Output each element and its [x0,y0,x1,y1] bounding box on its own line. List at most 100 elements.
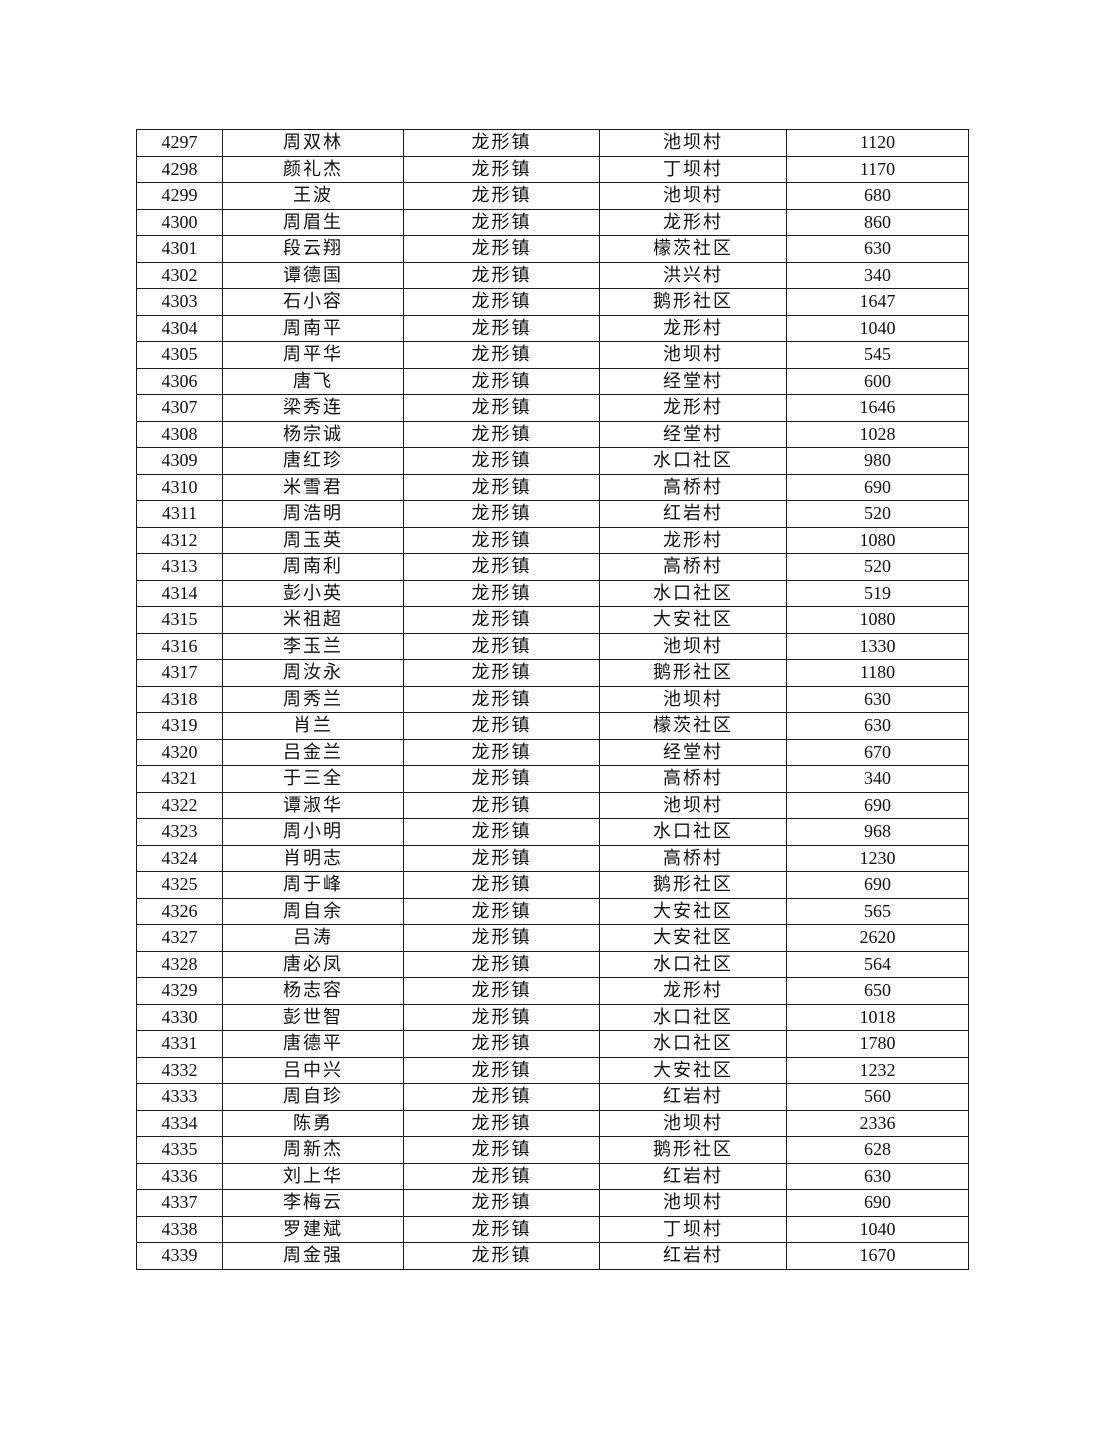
row-number-cell: 4319 [136,712,223,740]
town-cell: 龙形镇 [403,129,600,157]
town-cell: 龙形镇 [403,738,600,766]
row-number-cell: 4300 [136,208,223,236]
village-cell: 池坝村 [599,685,787,713]
town-cell: 龙形镇 [403,394,600,422]
village-cell: 龙形村 [599,314,787,342]
village-cell: 水口社区 [599,1030,787,1058]
row-number-cell: 4307 [136,394,223,422]
amount-cell: 1646 [786,394,969,422]
name-cell: 周汝永 [222,659,404,687]
table-row: 4314 彭小英 龙形镇 水口社区 519 [136,579,969,607]
village-cell: 水口社区 [599,1003,787,1031]
row-number-cell: 4317 [136,659,223,687]
name-cell: 王波 [222,182,404,210]
amount-cell: 564 [786,950,969,978]
row-number-cell: 4310 [136,473,223,501]
town-cell: 龙形镇 [403,1136,600,1164]
table-row: 4329 杨志容 龙形镇 龙形村 650 [136,977,969,1005]
town-cell: 龙形镇 [403,182,600,210]
table-row: 4318 周秀兰 龙形镇 池坝村 630 [136,685,969,713]
table-row: 4302 谭德国 龙形镇 洪兴村 340 [136,261,969,289]
amount-cell: 340 [786,765,969,793]
table-row: 4324 肖明志 龙形镇 高桥村 1230 [136,844,969,872]
town-cell: 龙形镇 [403,924,600,952]
village-cell: 池坝村 [599,182,787,210]
name-cell: 肖兰 [222,712,404,740]
table-row: 4315 米祖超 龙形镇 大安社区 1080 [136,606,969,634]
row-number-cell: 4339 [136,1242,223,1270]
table-row: 4304 周南平 龙形镇 龙形村 1040 [136,314,969,342]
village-cell: 大安社区 [599,606,787,634]
table-row: 4321 于三全 龙形镇 高桥村 340 [136,765,969,793]
town-cell: 龙形镇 [403,606,600,634]
table-row: 4339 周金强 龙形镇 红岩村 1670 [136,1242,969,1270]
village-cell: 龙形村 [599,977,787,1005]
row-number-cell: 4299 [136,182,223,210]
village-cell: 池坝村 [599,791,787,819]
village-cell: 洪兴村 [599,261,787,289]
row-number-cell: 4324 [136,844,223,872]
town-cell: 龙形镇 [403,765,600,793]
town-cell: 龙形镇 [403,261,600,289]
name-cell: 陈勇 [222,1109,404,1137]
town-cell: 龙形镇 [403,685,600,713]
row-number-cell: 4305 [136,341,223,369]
table-row: 4338 罗建斌 龙形镇 丁坝村 1040 [136,1215,969,1243]
amount-cell: 1040 [786,314,969,342]
table-row: 4325 周于峰 龙形镇 鹅形社区 690 [136,871,969,899]
table-row: 4299 王波 龙形镇 池坝村 680 [136,182,969,210]
row-number-cell: 4322 [136,791,223,819]
name-cell: 石小容 [222,288,404,316]
name-cell: 周秀兰 [222,685,404,713]
village-cell: 池坝村 [599,129,787,157]
village-cell: 大安社区 [599,924,787,952]
row-number-cell: 4334 [136,1109,223,1137]
name-cell: 彭小英 [222,579,404,607]
amount-cell: 1040 [786,1215,969,1243]
row-number-cell: 4315 [136,606,223,634]
table-row: 4301 段云翔 龙形镇 檬茨社区 630 [136,235,969,263]
amount-cell: 968 [786,818,969,846]
row-number-cell: 4321 [136,765,223,793]
village-cell: 经堂村 [599,367,787,395]
table-row: 4312 周玉英 龙形镇 龙形村 1080 [136,526,969,554]
table-row: 4310 米雪君 龙形镇 高桥村 690 [136,473,969,501]
amount-cell: 2336 [786,1109,969,1137]
town-cell: 龙形镇 [403,208,600,236]
town-cell: 龙形镇 [403,950,600,978]
table-row: 4311 周浩明 龙形镇 红岩村 520 [136,500,969,528]
row-number-cell: 4304 [136,314,223,342]
amount-cell: 1120 [786,129,969,157]
village-cell: 鹅形社区 [599,659,787,687]
row-number-cell: 4313 [136,553,223,581]
village-cell: 经堂村 [599,420,787,448]
amount-cell: 520 [786,553,969,581]
row-number-cell: 4306 [136,367,223,395]
amount-cell: 560 [786,1083,969,1111]
name-cell: 唐红珍 [222,447,404,475]
town-cell: 龙形镇 [403,553,600,581]
name-cell: 梁秀连 [222,394,404,422]
row-number-cell: 4316 [136,632,223,660]
name-cell: 周玉英 [222,526,404,554]
row-number-cell: 4323 [136,818,223,846]
town-cell: 龙形镇 [403,844,600,872]
name-cell: 李玉兰 [222,632,404,660]
amount-cell: 1330 [786,632,969,660]
village-cell: 龙形村 [599,208,787,236]
amount-cell: 340 [786,261,969,289]
town-cell: 龙形镇 [403,1030,600,1058]
amount-cell: 600 [786,367,969,395]
name-cell: 唐德平 [222,1030,404,1058]
town-cell: 龙形镇 [403,1189,600,1217]
amount-cell: 690 [786,473,969,501]
name-cell: 周双林 [222,129,404,157]
town-cell: 龙形镇 [403,818,600,846]
name-cell: 颜礼杰 [222,155,404,183]
table-row: 4319 肖兰 龙形镇 檬茨社区 630 [136,712,969,740]
row-number-cell: 4337 [136,1189,223,1217]
table-row: 4316 李玉兰 龙形镇 池坝村 1330 [136,632,969,660]
table-row: 4323 周小明 龙形镇 水口社区 968 [136,818,969,846]
table-row: 4337 李梅云 龙形镇 池坝村 690 [136,1189,969,1217]
amount-cell: 630 [786,712,969,740]
